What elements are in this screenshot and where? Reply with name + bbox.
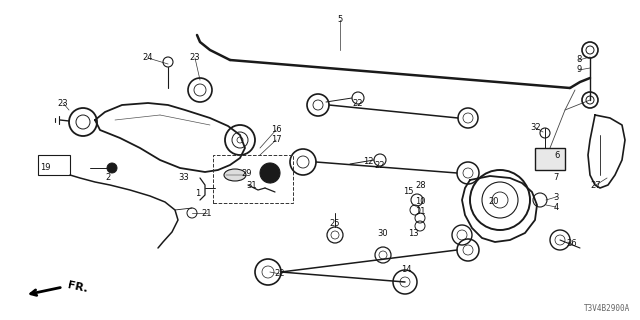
Text: 22: 22 [375,161,385,170]
Circle shape [260,163,280,183]
Text: 1: 1 [195,188,200,197]
Text: 25: 25 [330,220,340,228]
Text: 22: 22 [275,269,285,278]
Text: 26: 26 [566,239,577,249]
Text: 5: 5 [337,15,342,25]
Text: 11: 11 [415,207,425,217]
Text: 15: 15 [403,187,413,196]
Text: T3V4B2900A: T3V4B2900A [584,304,630,313]
Text: 30: 30 [378,229,388,238]
Text: 4: 4 [554,203,559,212]
Text: 9: 9 [577,66,582,75]
Text: 22: 22 [353,99,364,108]
Bar [38,155,70,175]
Text: 7: 7 [554,173,559,182]
Text: 17: 17 [271,135,282,145]
Text: 10: 10 [415,197,425,206]
Text: 33: 33 [179,173,189,182]
Text: 3: 3 [554,193,559,202]
Circle shape [107,163,117,173]
Text: 20: 20 [489,197,499,206]
Text: 6: 6 [554,151,560,161]
Bar [213,155,293,203]
Text: 23: 23 [58,99,68,108]
Text: 29: 29 [242,170,252,179]
Bar [535,148,565,170]
Text: 24: 24 [143,53,153,62]
Text: 14: 14 [401,266,412,275]
Text: 23: 23 [189,53,200,62]
Text: 27: 27 [591,180,602,189]
Text: 2: 2 [106,173,111,182]
Text: 12: 12 [363,157,373,166]
Text: 13: 13 [408,229,419,238]
Text: 32: 32 [531,124,541,132]
Text: 8: 8 [576,55,582,65]
Text: 19: 19 [40,164,51,172]
Ellipse shape [224,169,246,181]
Text: 21: 21 [202,209,212,218]
Text: 28: 28 [416,180,426,189]
Text: 16: 16 [271,125,282,134]
Text: 31: 31 [246,181,257,190]
Text: FR.: FR. [67,280,89,294]
